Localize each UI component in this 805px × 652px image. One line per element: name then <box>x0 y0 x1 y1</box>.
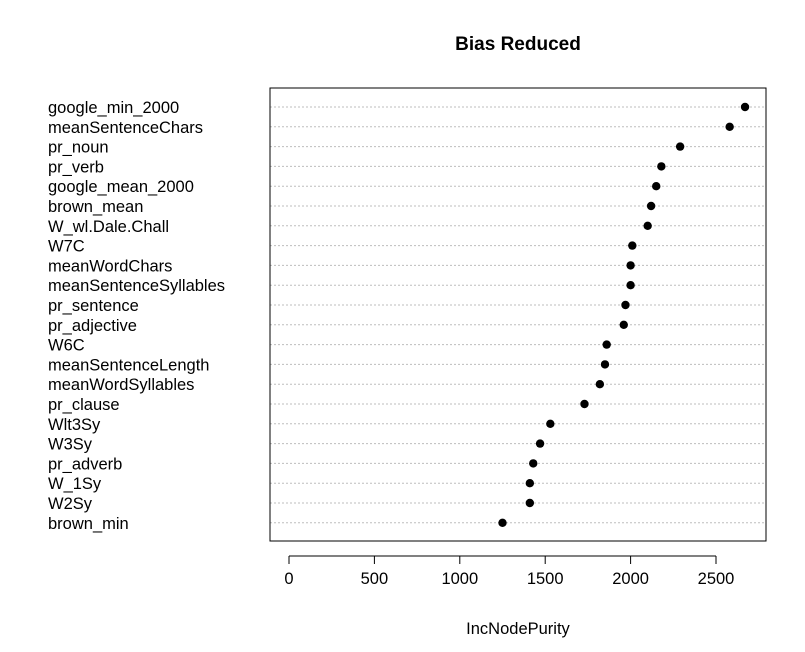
data-point <box>580 399 589 409</box>
data-point <box>546 419 555 428</box>
category-label: W3Sy <box>48 436 93 454</box>
category-label: google_min_2000 <box>48 99 179 117</box>
data-point <box>675 142 685 151</box>
category-label: brown_min <box>48 515 129 533</box>
data-point <box>646 201 656 211</box>
data-points <box>498 102 750 527</box>
x-tick-label: 1000 <box>441 570 478 588</box>
category-label: Wlt3Sy <box>48 416 101 434</box>
category-label: W_1Sy <box>48 475 102 493</box>
category-label: meanSentenceLength <box>48 356 209 374</box>
data-point <box>621 300 630 310</box>
data-point <box>725 122 734 131</box>
data-point <box>498 518 507 527</box>
data-point <box>626 261 635 270</box>
category-label: pr_adverb <box>48 455 122 473</box>
category-label: W7C <box>48 238 85 256</box>
data-point <box>602 340 611 349</box>
x-tick-label: 500 <box>361 570 389 588</box>
data-point <box>595 380 605 389</box>
data-point <box>628 241 637 250</box>
data-point <box>535 439 545 448</box>
data-point <box>657 162 666 171</box>
x-tick-label: 2000 <box>612 570 649 588</box>
grid-lines <box>270 106 766 524</box>
category-labels: google_min_2000meanSentenceCharspr_nounp… <box>48 99 225 533</box>
data-point <box>600 360 610 369</box>
x-tick-label: 2500 <box>698 570 735 588</box>
category-label: pr_verb <box>48 158 104 176</box>
data-point <box>740 102 750 112</box>
data-point <box>652 182 661 191</box>
x-tick-label: 1500 <box>527 570 564 588</box>
category-label: google_mean_2000 <box>48 178 194 196</box>
data-point <box>525 498 535 508</box>
category-label: W_wl.Dale.Chall <box>48 218 169 236</box>
category-label: pr_clause <box>48 396 120 414</box>
data-point <box>529 459 538 468</box>
category-label: pr_sentence <box>48 297 139 315</box>
data-point <box>626 281 635 290</box>
data-point <box>643 221 652 230</box>
data-point <box>619 320 628 329</box>
category-label: W2Sy <box>48 495 93 513</box>
x-axis: 0 500 1000 1500 2000 2500 <box>284 555 735 588</box>
category-label: brown_mean <box>48 198 143 216</box>
x-tick-label: 0 <box>284 570 293 588</box>
category-label: meanWordChars <box>48 257 172 275</box>
category-label: pr_noun <box>48 139 109 157</box>
chart-title: Bias Reduced <box>455 34 581 55</box>
data-point <box>525 479 535 488</box>
category-label: meanWordSyllables <box>48 376 194 394</box>
category-label: meanSentenceChars <box>48 119 203 137</box>
x-axis-label: IncNodePurity <box>466 620 570 638</box>
plot-frame <box>269 87 767 542</box>
category-label: meanSentenceSyllables <box>48 277 225 295</box>
category-label: pr_adjective <box>48 317 137 335</box>
category-label: W6C <box>48 337 85 355</box>
